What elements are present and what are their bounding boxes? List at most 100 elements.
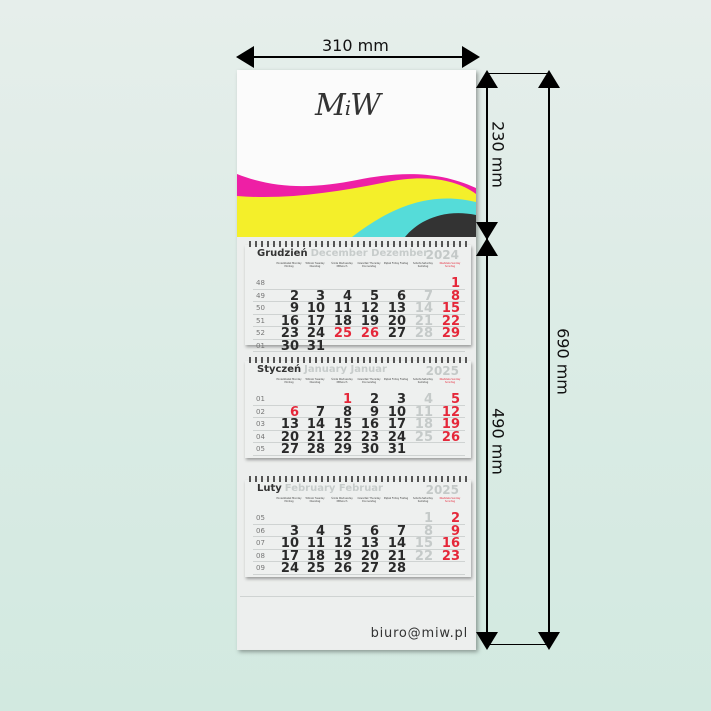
week-row: 06 3 4 5 6 7 8 9 bbox=[253, 525, 465, 538]
header-height-label: 230 mm bbox=[488, 121, 508, 188]
header-dimension-line bbox=[486, 80, 488, 640]
week-number: 51 bbox=[256, 316, 265, 325]
day-cell: 29 bbox=[333, 442, 352, 457]
day-cell: 21 bbox=[306, 429, 325, 445]
day-cell: 25 bbox=[414, 429, 433, 445]
day-cell: 23 bbox=[360, 429, 379, 445]
day-cell: 20 bbox=[360, 548, 379, 564]
week-number: 49 bbox=[256, 291, 265, 300]
day-cell: 22 bbox=[414, 548, 433, 564]
day-cell: 14 bbox=[306, 417, 325, 432]
wave-decoration bbox=[237, 174, 476, 237]
day-cell: 3 bbox=[289, 523, 299, 539]
weekday-label: Wtorek Tuesday Dienstag bbox=[305, 497, 325, 503]
week-row: 01 1 2 3 4 5 bbox=[253, 393, 465, 406]
weekday-label: Piątek Friday Freitag bbox=[383, 497, 409, 500]
day-cell: 18 bbox=[333, 313, 352, 329]
week-number: 01 bbox=[256, 395, 265, 403]
spiral-binding bbox=[249, 476, 467, 482]
day-cell: 30 bbox=[280, 338, 299, 354]
day-cell: 9 bbox=[450, 523, 460, 539]
day-cell: 29 bbox=[441, 326, 460, 341]
day-cell: 7 bbox=[423, 288, 433, 304]
week-row: 03 13 14 15 16 17 18 19 bbox=[253, 418, 465, 431]
arrow-down-icon bbox=[476, 632, 498, 650]
day-cell: 21 bbox=[414, 313, 433, 329]
day-cell: 14 bbox=[414, 301, 433, 316]
day-cell: 22 bbox=[441, 313, 460, 329]
week-number: 08 bbox=[256, 551, 265, 560]
day-cell: 8 bbox=[450, 288, 460, 304]
day-cell: 25 bbox=[306, 561, 325, 576]
week-row: 05 27 28 29 30 31 bbox=[253, 443, 465, 456]
month-pad: Styczeń January Januar 2025 Poniedziałek … bbox=[245, 357, 471, 458]
day-cell: 21 bbox=[387, 548, 406, 564]
month-name: Grudzień December Dezember bbox=[257, 248, 429, 259]
day-cell: 1 bbox=[450, 276, 460, 291]
day-cell: 26 bbox=[360, 326, 379, 341]
day-cell: 28 bbox=[306, 442, 325, 457]
weekday-label: Wtorek Tuesday Dienstag bbox=[305, 262, 325, 268]
miw-logo: MiW bbox=[315, 88, 381, 123]
month-name: Styczeń January Januar bbox=[257, 364, 387, 375]
week-number: 52 bbox=[256, 329, 265, 337]
week-number: 48 bbox=[256, 279, 265, 287]
day-cell: 2 bbox=[450, 511, 460, 526]
weekday-label: Niedziela Sunday Sonntag bbox=[439, 378, 461, 384]
arrow-up-icon bbox=[476, 70, 498, 88]
day-cell: 15 bbox=[414, 536, 433, 551]
day-cell: 12 bbox=[360, 301, 379, 316]
week-number: 50 bbox=[256, 304, 265, 312]
week-row: 02 6 7 8 9 10 11 12 bbox=[253, 406, 465, 419]
day-cell: 4 bbox=[342, 288, 352, 304]
day-cell: 3 bbox=[315, 288, 325, 304]
top-extension-line bbox=[487, 73, 549, 74]
month-pad: Grudzień December Dezember 2024 Poniedzia… bbox=[245, 241, 471, 353]
day-cell: 19 bbox=[360, 313, 379, 329]
day-cell: 18 bbox=[414, 417, 433, 432]
email-text: biuro@miw.pl bbox=[370, 626, 468, 641]
arrow-up-icon bbox=[538, 70, 560, 88]
week-row: 07 10 11 12 13 14 15 16 bbox=[253, 537, 465, 550]
weekday-label: Sobota Saturday Samstag bbox=[413, 497, 433, 503]
arrow-right-icon bbox=[462, 46, 480, 68]
day-cell: 16 bbox=[360, 417, 379, 432]
day-cell: 10 bbox=[387, 404, 406, 420]
day-cell: 3 bbox=[396, 392, 406, 407]
weekday-label: Piątek Friday Freitag bbox=[383, 378, 409, 381]
pads-height-label: 490 mm bbox=[488, 408, 508, 475]
day-cell: 12 bbox=[333, 536, 352, 551]
spiral-binding bbox=[249, 241, 467, 247]
weekday-label: Czwartek Thursday Donnerstag bbox=[357, 497, 381, 503]
weekday-header: Poniedziałek Monday Montag Wtorek Tuesday… bbox=[245, 378, 471, 390]
weekday-label: Czwartek Thursday Donnerstag bbox=[357, 262, 381, 268]
week-row: 05 1 2 bbox=[253, 512, 465, 525]
day-cell: 14 bbox=[387, 536, 406, 551]
day-cell: 19 bbox=[441, 417, 460, 432]
day-cell: 5 bbox=[450, 392, 460, 407]
weekday-label: Środa Wednesday Mittwoch bbox=[331, 378, 353, 384]
weekday-label: Poniedziałek Monday Montag bbox=[276, 378, 302, 384]
weekday-label: Piątek Friday Freitag bbox=[383, 262, 409, 265]
week-row: 09 24 25 26 27 28 bbox=[253, 562, 465, 575]
arrow-left-icon bbox=[236, 46, 254, 68]
weekday-label: Poniedziałek Monday Montag bbox=[276, 497, 302, 503]
week-row: 48 1 bbox=[253, 277, 465, 290]
day-cell: 31 bbox=[306, 338, 325, 354]
day-cell: 20 bbox=[387, 313, 406, 329]
day-cell: 24 bbox=[306, 326, 325, 341]
day-cell: 11 bbox=[306, 536, 325, 551]
weekday-label: Niedziela Sunday Sonntag bbox=[439, 497, 461, 503]
weekday-label: Środa Wednesday Mittwoch bbox=[331, 262, 353, 268]
day-cell: 16 bbox=[441, 536, 460, 551]
bottom-strip: biuro@miw.pl bbox=[240, 597, 474, 649]
day-cell: 8 bbox=[423, 523, 433, 539]
day-cell: 22 bbox=[333, 429, 352, 445]
day-cell: 12 bbox=[441, 404, 460, 420]
weekday-label: Czwartek Thursday Donnerstag bbox=[357, 378, 381, 384]
day-cell: 6 bbox=[396, 288, 406, 304]
day-cell: 11 bbox=[333, 301, 352, 316]
day-cell: 7 bbox=[315, 404, 325, 420]
week-number: 01 bbox=[256, 341, 265, 350]
day-cell: 15 bbox=[333, 417, 352, 432]
